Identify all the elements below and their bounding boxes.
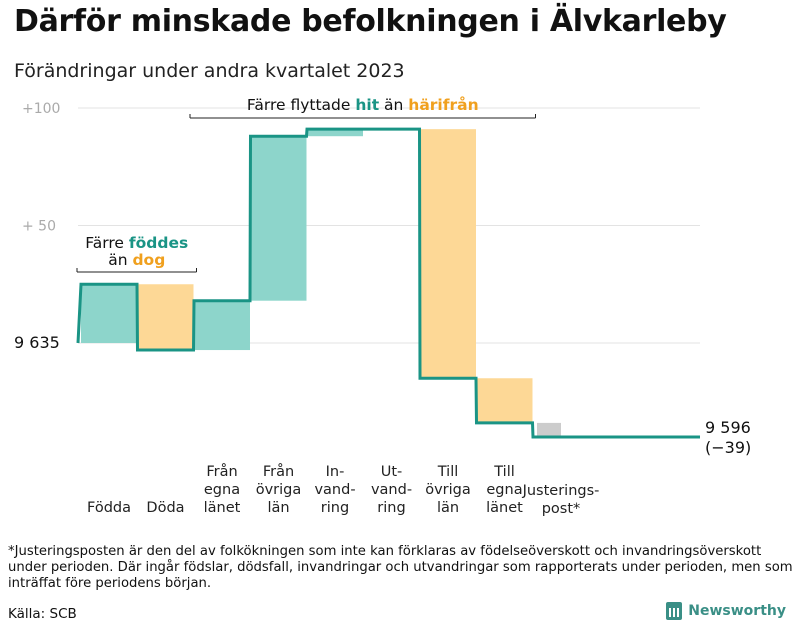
waterfall-bar [537,422,561,437]
footnote: *Justeringsposten är den del av folkökni… [8,544,793,591]
bar-layer [81,129,561,437]
category-label: Från egna länet [204,463,241,516]
annotation-migration: Färre flyttade hit än härifrån [247,95,479,114]
waterfall-bar [250,136,307,301]
chart-subtitle: Förändringar under andra kvartalet 2023 [14,60,405,82]
category-label: In-vand-ring [314,464,355,516]
category-label: Från övriga län [256,463,302,516]
source-note: Källa: SCB [8,606,77,622]
brand-logo[interactable]: Newsworthy [666,602,786,620]
category-label: Födda [87,500,131,516]
line-layer [76,127,700,439]
waterfall-bar [81,284,137,343]
category-label: Justerings-post* [522,483,600,517]
waterfall-bar [137,284,194,351]
bar-chart-icon [666,602,683,620]
end-value-label: 9 596 [705,418,751,437]
label-layer: 9 635 Födda Döda Från egna länet Från övriga län… [14,333,751,517]
waterfall-bar [307,129,363,137]
category-label: Till egna länet [486,464,523,516]
y-tick-label: +100 [22,101,60,117]
start-value-label: 9 635 [14,333,60,352]
waterfall-bar [476,378,533,423]
annotation-births: Färre föddes [85,234,188,252]
brand-name: Newsworthy [688,603,786,619]
annotation-deaths: än dog [108,251,165,269]
waterfall-bar [420,129,476,379]
category-label: Döda [146,500,184,516]
y-tick-label: + 50 [22,219,56,235]
category-label: Ut-vand-ring [371,464,412,516]
page-title: Därför minskade befolkningen i Älvkarleb… [14,4,727,39]
waterfall-bar [194,300,250,351]
category-label: Till övriga län [425,464,471,516]
end-change-label: (−39) [705,438,751,457]
cumulative-line [76,127,700,439]
